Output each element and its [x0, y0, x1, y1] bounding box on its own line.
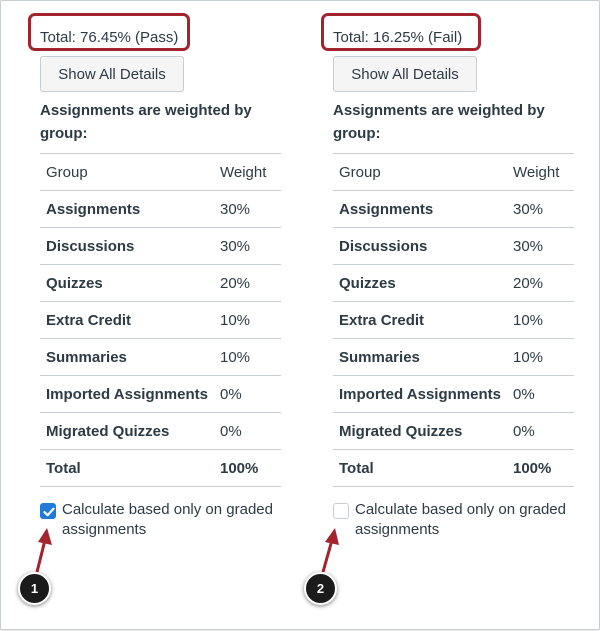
table-total-row: Total 100% [333, 449, 574, 487]
total-label: Total [333, 449, 507, 487]
group-name: Quizzes [40, 264, 214, 302]
table-row: Assignments 30% [333, 190, 574, 228]
column-header-weight: Weight [507, 153, 574, 191]
table-row: Quizzes 20% [40, 264, 281, 302]
group-weight: 0% [214, 375, 281, 413]
calculate-graded-only-label: Calculate based only on graded assignmen… [355, 501, 566, 538]
table-row: Extra Credit 10% [40, 301, 281, 339]
group-weight: 0% [507, 375, 574, 413]
show-all-details-button[interactable]: Show All Details [40, 56, 184, 92]
table-row: Discussions 30% [40, 227, 281, 265]
group-name: Extra Credit [40, 301, 214, 339]
total-weight: 100% [507, 449, 574, 487]
weights-table: Group Weight Assignments 30% Discussions 3… [333, 153, 574, 487]
column-header-group: Group [333, 153, 507, 191]
group-weight: 20% [507, 264, 574, 302]
total-label: Total [40, 449, 214, 487]
table-row: Imported Assignments 0% [333, 375, 574, 413]
callout-badge-1: 1 [18, 572, 51, 605]
group-name: Quizzes [333, 264, 507, 302]
callout-badge-2: 2 [304, 572, 337, 605]
group-name: Discussions [40, 227, 214, 265]
table-row: Migrated Quizzes 0% [40, 412, 281, 450]
group-weight: 0% [214, 412, 281, 450]
table-row: Imported Assignments 0% [40, 375, 281, 413]
table-row: Discussions 30% [333, 227, 574, 265]
calculate-graded-only-checkbox[interactable] [40, 503, 56, 519]
table-row: Summaries 10% [40, 338, 281, 376]
table-total-row: Total 100% [40, 449, 281, 487]
group-weight: 30% [507, 190, 574, 228]
total-weight: 100% [214, 449, 281, 487]
table-row: Migrated Quizzes 0% [333, 412, 574, 450]
group-name: Imported Assignments [333, 375, 507, 413]
total-highlight-box [28, 13, 190, 51]
calculate-graded-only-checkbox[interactable] [333, 503, 349, 519]
total-grade: Total: 16.25% (Fail) [333, 29, 463, 46]
weights-table: Group Weight Assignments 30% Discussions 3… [40, 153, 281, 487]
column-header-weight: Weight [214, 153, 281, 191]
group-name: Migrated Quizzes [40, 412, 214, 450]
table-row: Extra Credit 10% [333, 301, 574, 339]
group-weight: 10% [214, 338, 281, 376]
group-weight: 10% [507, 301, 574, 339]
weighted-heading: Assignments are weighted by group: [40, 102, 252, 142]
group-name: Extra Credit [333, 301, 507, 339]
group-weight: 0% [507, 412, 574, 450]
table-row: Summaries 10% [333, 338, 574, 376]
group-name: Imported Assignments [40, 375, 214, 413]
group-name: Discussions [333, 227, 507, 265]
group-weight: 10% [214, 301, 281, 339]
group-weight: 20% [214, 264, 281, 302]
group-name: Summaries [333, 338, 507, 376]
group-weight: 30% [214, 227, 281, 265]
group-name: Migrated Quizzes [333, 412, 507, 450]
group-weight: 30% [507, 227, 574, 265]
total-highlight-box [321, 13, 481, 51]
checkmark-icon [43, 507, 55, 517]
show-all-details-button[interactable]: Show All Details [333, 56, 477, 92]
group-weight: 10% [507, 338, 574, 376]
table-row: Quizzes 20% [333, 264, 574, 302]
calculate-graded-only-label: Calculate based only on graded assignmen… [62, 501, 273, 538]
table-row: Assignments 30% [40, 190, 281, 228]
group-name: Assignments [40, 190, 214, 228]
total-grade: Total: 76.45% (Pass) [40, 29, 179, 46]
group-weight: 30% [214, 190, 281, 228]
group-name: Assignments [333, 190, 507, 228]
table-header-row: Group Weight [40, 153, 281, 191]
weighted-heading: Assignments are weighted by group: [333, 102, 545, 142]
group-name: Summaries [40, 338, 214, 376]
table-header-row: Group Weight [333, 153, 574, 191]
column-header-group: Group [40, 153, 214, 191]
